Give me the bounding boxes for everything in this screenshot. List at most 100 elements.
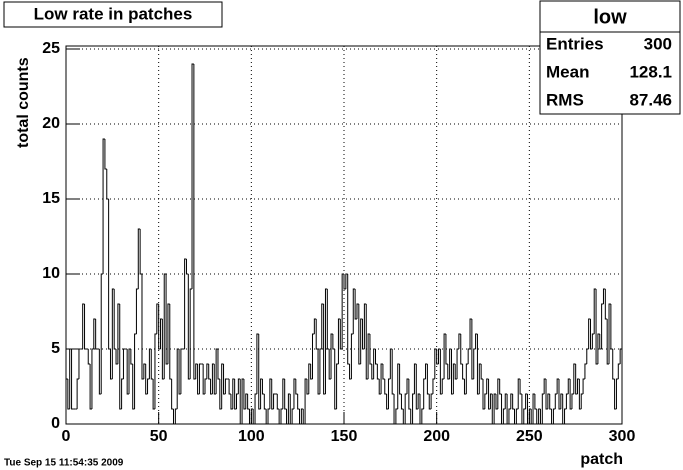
histogram-bin: [376, 364, 380, 380]
histogram-bin: [591, 333, 595, 349]
timestamp: Tue Sep 15 11:54:35 2009: [4, 458, 124, 469]
histogram-bin: [408, 379, 411, 410]
title-box: [3, 1, 223, 28]
histogram-bin: [321, 303, 324, 349]
histogram-bin: [263, 394, 267, 410]
histogram-bin: [530, 409, 534, 425]
histogram-bin: [248, 409, 252, 425]
histogram-bin: [436, 349, 439, 365]
histogram-bin: [189, 288, 193, 379]
histogram-bin: [571, 393, 574, 409]
histogram-bin: [375, 349, 378, 365]
histogram-bin: [302, 409, 306, 425]
histogram-bin: [121, 378, 124, 409]
histogram-bin: [67, 379, 70, 410]
histogram-bin: [419, 394, 422, 425]
histogram-bin: [443, 333, 446, 379]
histogram-bin: [386, 394, 389, 410]
histogram-bin: [358, 304, 361, 365]
histogram-bin: [512, 394, 515, 410]
histogram-bin: [224, 378, 228, 394]
histogram-bin: [432, 378, 435, 394]
histogram-bin: [604, 289, 608, 320]
histogram-bin: [575, 364, 578, 395]
y-axis-label: total counts: [15, 57, 32, 148]
histogram-bin: [463, 379, 467, 395]
histogram-bin: [556, 378, 559, 394]
histogram-bin: [378, 379, 382, 395]
histogram-bin: [586, 348, 589, 364]
histogram-bin: [282, 378, 285, 409]
stats-label: RMS: [546, 90, 584, 109]
x-tick-label: 50: [150, 428, 168, 445]
histogram-bin: [132, 364, 135, 410]
histogram-bin: [499, 379, 502, 395]
histogram-bin: [536, 409, 539, 425]
histogram-bin: [415, 364, 419, 410]
stats-label: Mean: [546, 62, 589, 81]
histogram-bin: [404, 393, 408, 424]
histogram-bin: [278, 409, 281, 425]
histogram-bin: [387, 378, 391, 409]
histogram-bin: [156, 303, 159, 334]
histogram-bin: [589, 319, 593, 350]
stats-value: 87.46: [629, 90, 672, 109]
histogram-bin: [469, 318, 472, 349]
histogram-bin: [198, 363, 202, 394]
histogram-bin: [109, 349, 113, 380]
histogram-bin: [473, 348, 476, 379]
histogram-bin: [597, 333, 600, 364]
histogram-bin: [269, 378, 272, 409]
histogram-bin: [78, 348, 81, 379]
x-tick-label: 0: [62, 428, 71, 445]
histogram-bin: [532, 393, 535, 424]
histogram-bin: [354, 289, 357, 320]
histogram-bin: [158, 304, 161, 350]
histogram-bin: [169, 304, 172, 380]
histogram-bin: [236, 393, 239, 409]
histogram-bin: [171, 379, 174, 410]
histogram-bin: [234, 379, 237, 410]
histogram-bin: [595, 289, 598, 365]
histogram-bin: [430, 393, 433, 409]
histogram-bin: [324, 288, 328, 394]
histogram-bin: [545, 379, 548, 410]
stats-name: low: [593, 6, 627, 28]
stats-box: [539, 0, 681, 115]
histogram-bin: [573, 363, 576, 394]
histogram-bin: [462, 364, 465, 380]
histogram-bin: [228, 379, 231, 395]
histogram-bin: [426, 364, 430, 395]
histogram-bin: [425, 363, 428, 379]
histogram-bin: [102, 138, 105, 274]
histogram-bin: [195, 363, 198, 379]
histogram-bin: [565, 393, 569, 409]
histogram-bin: [87, 349, 91, 365]
histogram-bin: [65, 378, 68, 424]
y-tick-label: 5: [51, 340, 60, 357]
histogram-bin: [449, 348, 452, 379]
histogram-bin: [176, 348, 180, 409]
histogram-bin: [428, 394, 432, 410]
histogram-bin: [497, 378, 500, 409]
histogram-bin: [84, 304, 87, 350]
histogram-bin: [286, 409, 289, 425]
histogram-bin: [562, 394, 565, 425]
histogram-bin: [447, 364, 450, 380]
histogram-bin: [439, 349, 443, 395]
histogram-bin: [400, 394, 404, 410]
histogram-bin: [601, 303, 604, 349]
histogram-bin: [551, 409, 554, 425]
histogram-bin: [504, 393, 508, 409]
histogram-bin: [82, 303, 85, 349]
histogram-bin: [380, 363, 383, 394]
histogram-bin: [514, 409, 517, 425]
y-tick-label: 15: [42, 190, 60, 207]
histogram-bin: [223, 364, 226, 395]
x-axis-label: patch: [580, 451, 623, 468]
histogram-bin: [185, 259, 189, 275]
histogram-bin: [367, 333, 370, 379]
histogram-bin: [334, 349, 337, 410]
histogram-bin: [289, 394, 293, 425]
x-tick-label: 150: [331, 428, 358, 445]
